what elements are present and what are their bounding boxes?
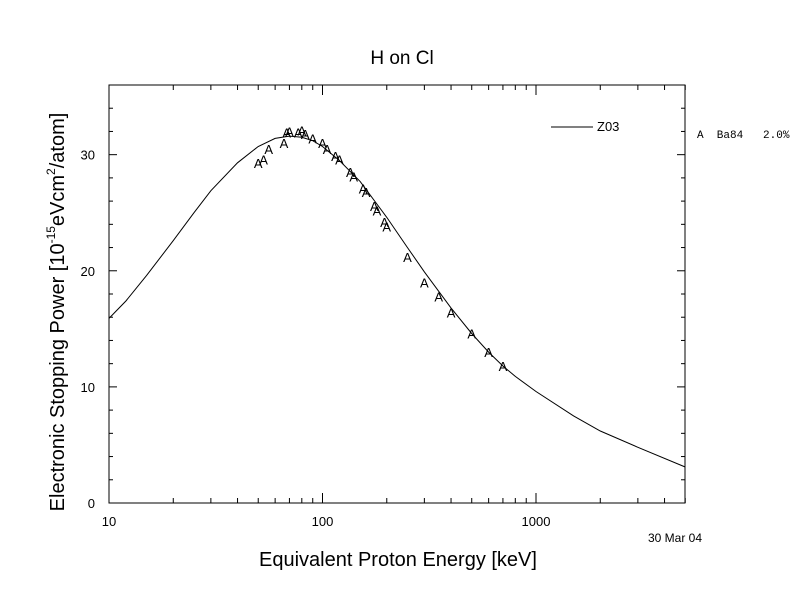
data-point-ba84: A [282, 126, 291, 141]
data-point-ba84: A [301, 127, 310, 142]
data-point-ba84: A [308, 131, 317, 146]
data-point-ba84: A [434, 289, 443, 304]
x-tick-label: 1000 [522, 514, 551, 529]
data-point-ba84: A [335, 152, 344, 167]
data-point-ba84: A [380, 215, 389, 230]
y-tick-label: 0 [88, 496, 95, 511]
y-tick-label: 10 [81, 380, 95, 395]
x-tick-label: 10 [102, 514, 116, 529]
y-tick-label: 20 [81, 264, 95, 279]
y-axis-label-exp2: 2 [44, 168, 58, 175]
data-point-ba84: A [359, 181, 368, 196]
legend: Z03 A Ba84 2.0% [551, 119, 790, 142]
data-point-ba84: A [484, 345, 493, 360]
chart-title: H on Cl [370, 48, 433, 69]
data-point-ba84: A [297, 123, 306, 138]
plot-frame [108, 84, 686, 504]
y-axis-label-suffix: /atom] [47, 113, 69, 169]
data-point-ba84: A [280, 136, 289, 151]
data-point-ba84: A [403, 250, 412, 265]
y-axis-label-exp1: -15 [44, 226, 58, 244]
x-axis-label: Equivalent Proton Energy [keV] [259, 549, 537, 571]
y-axis-label-prefix: Electronic Stopping Power [10 [47, 243, 69, 511]
y-axis-label-mid: eVcm [47, 175, 69, 226]
data-point-ba84: A [294, 126, 303, 141]
legend-data-label: A Ba84 2.0% [697, 130, 790, 142]
data-point-ba84: A [370, 199, 379, 214]
data-point-ba84: A [259, 152, 268, 167]
y-tick-label: 30 [81, 148, 95, 163]
date-stamp: 30 Mar 04 [648, 531, 702, 545]
data-point-ba84: A [467, 326, 476, 341]
data-point-ba84: A [382, 220, 391, 235]
data-point-ba84: A [323, 142, 332, 157]
y-axis-label: Electronic Stopping Power [10-15eVcm2/at… [44, 113, 69, 512]
y-axis-ticks: 0 10 20 30 [81, 84, 685, 511]
data-point-ba84: A [349, 170, 358, 185]
data-point-ba84: A [373, 203, 382, 218]
data-point-ba84: A [346, 165, 355, 180]
data-point-ba84: A [499, 359, 508, 374]
x-tick-label: 100 [312, 514, 334, 529]
data-point-ba84: A [285, 124, 294, 139]
legend-line-label: Z03 [597, 119, 619, 134]
x-axis-ticks: 10 100 1000 [102, 85, 686, 529]
series-line-z03 [108, 135, 686, 468]
data-point-ba84: A [318, 136, 327, 151]
data-point-ba84: A [264, 142, 273, 157]
data-point-ba84: A [254, 156, 263, 171]
data-point-ba84: A [420, 275, 429, 290]
data-point-ba84: A [447, 306, 456, 321]
data-point-ba84: A [331, 149, 340, 164]
data-point-ba84: A [362, 185, 371, 200]
